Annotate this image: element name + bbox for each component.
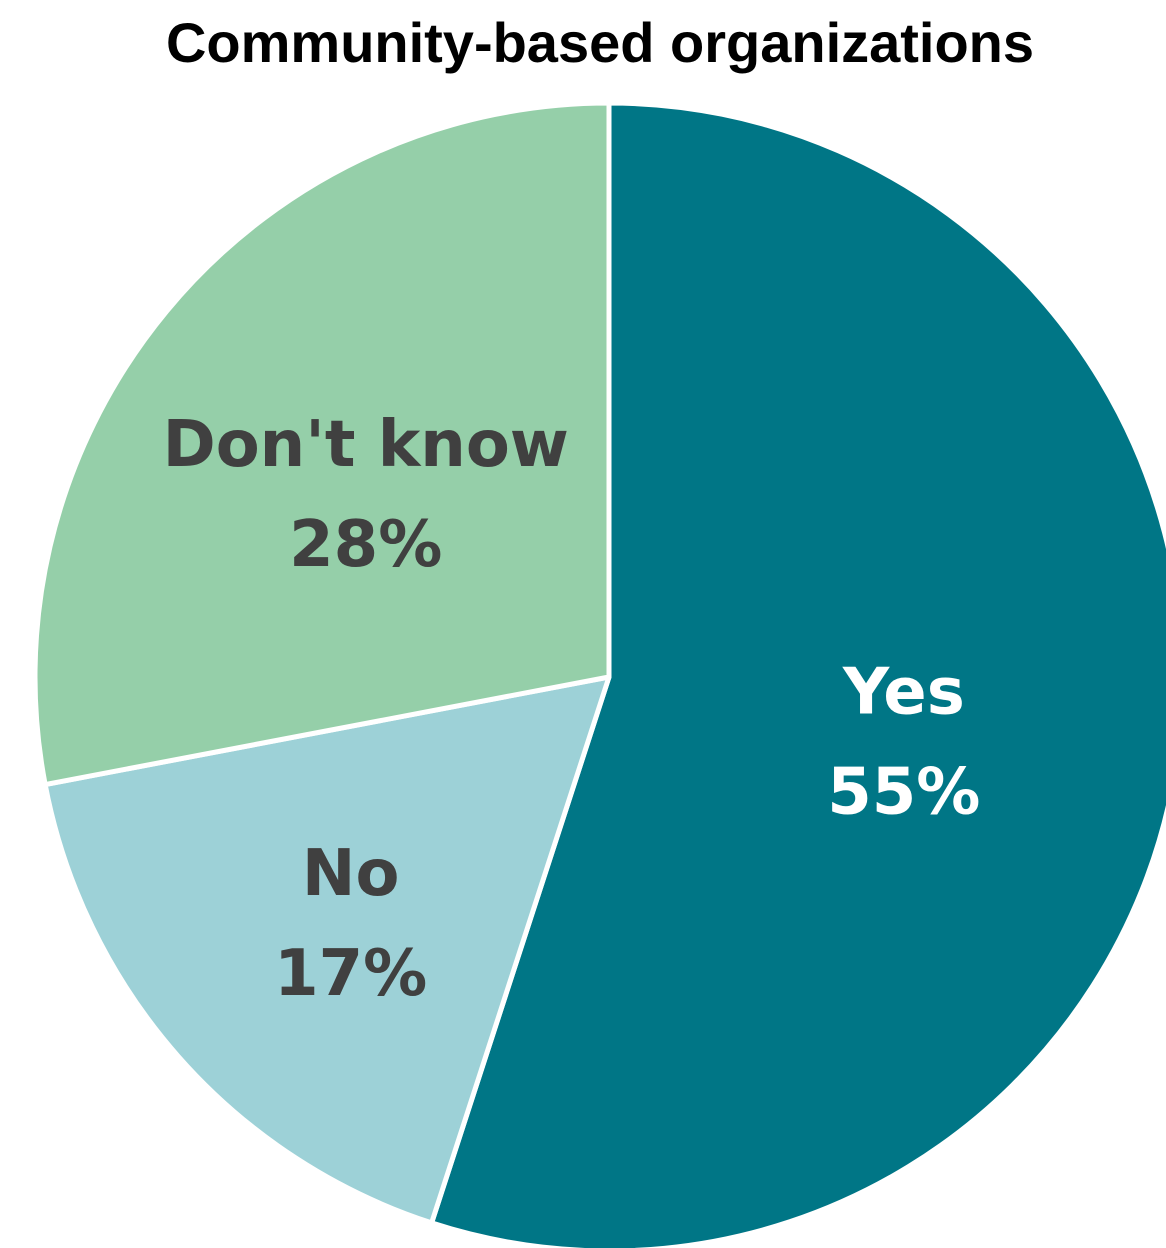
chart-title: Community-based organizations — [165, 11, 1035, 74]
pie-slice-don-t-know — [32, 100, 612, 788]
slice-value-yes: 55% — [827, 756, 980, 830]
pie-slices — [32, 100, 1166, 1248]
slice-label-yes: Yes — [842, 656, 965, 730]
pie-slice-no — [42, 674, 612, 1226]
slice-value-don-t-know: 28% — [289, 508, 442, 582]
pie-slice-yes — [429, 100, 1166, 1248]
slice-label-don-t-know: Don't know — [163, 408, 569, 482]
slice-label-no: No — [302, 837, 400, 911]
slice-value-no: 17% — [274, 937, 427, 1011]
pie-labels: Yes 55% No 17% Don't know 28% — [163, 408, 981, 1011]
